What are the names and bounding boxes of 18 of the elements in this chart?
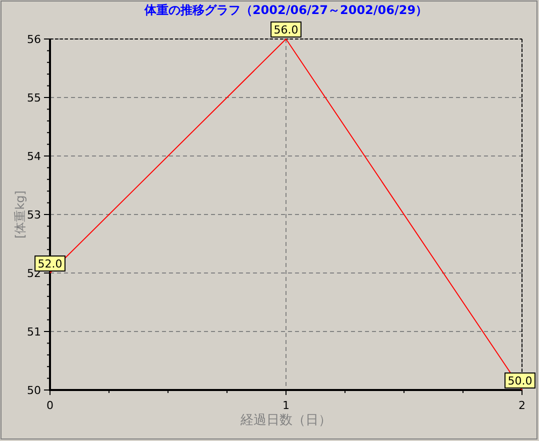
label: 50.0 <box>504 372 536 388</box>
x-tick-label: 1 <box>282 399 290 412</box>
y-tick-label: 55 <box>27 92 41 104</box>
x-tick-label: 2 <box>518 399 526 412</box>
x-axis-title: 経過日数（日） <box>240 413 332 428</box>
y-tick-label: 54 <box>27 150 41 163</box>
data-label: 52.0 <box>38 258 62 270</box>
label: 56.0 <box>270 22 302 38</box>
data-label: 56.0 <box>274 24 298 36</box>
y-tick-label: 51 <box>27 326 41 338</box>
y-tick-label: 56 <box>27 33 41 46</box>
y-tick-label: 50 <box>27 384 41 397</box>
y-tick-label: 53 <box>27 208 41 222</box>
label: 52.0 <box>34 256 66 272</box>
x-tick-label: 0 <box>46 399 54 412</box>
data-label: 50.0 <box>508 374 532 388</box>
y-axis-title: [体重kg] <box>13 190 27 238</box>
chart-title: 体重の推移グラフ（2002/06/27～2002/06/29） <box>143 3 428 17</box>
